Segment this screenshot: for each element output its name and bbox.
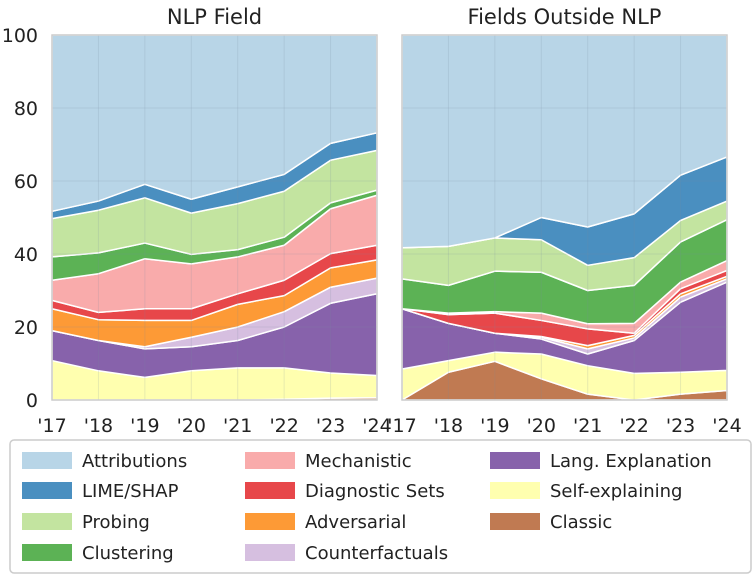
x-tick-label: '19 bbox=[480, 415, 509, 437]
legend-label: Lang. Explanation bbox=[550, 451, 712, 472]
x-tick-label: '19 bbox=[130, 415, 159, 437]
y-tick-label: 20 bbox=[14, 317, 38, 339]
x-tick-label: '20 bbox=[177, 415, 206, 437]
legend-swatch bbox=[490, 513, 540, 530]
legend-swatch bbox=[245, 544, 295, 561]
legend-label: Mechanistic bbox=[305, 451, 412, 472]
x-tick-label: '21 bbox=[223, 415, 252, 437]
legend-label: Self-explaining bbox=[550, 481, 682, 502]
legend-swatch bbox=[22, 513, 72, 530]
y-tick-label: 100 bbox=[2, 25, 38, 47]
legend-label: Attributions bbox=[82, 451, 187, 472]
legend-swatch bbox=[22, 452, 72, 469]
x-tick-label: '24 bbox=[362, 415, 391, 437]
legend-label: Counterfactuals bbox=[305, 543, 448, 564]
legend-swatch bbox=[490, 452, 540, 469]
x-tick-label: '17 bbox=[387, 415, 416, 437]
y-tick-label: 0 bbox=[26, 390, 38, 412]
legend-box bbox=[9, 439, 752, 574]
x-tick-label: '21 bbox=[573, 415, 602, 437]
legend-label: Probing bbox=[82, 512, 150, 533]
x-tick-label: '22 bbox=[269, 415, 298, 437]
x-tick-label: '24 bbox=[712, 415, 741, 437]
panel-title: Fields Outside NLP bbox=[468, 5, 662, 29]
plot-frame bbox=[51, 34, 378, 401]
x-tick-label: '23 bbox=[316, 415, 345, 437]
legend-swatch bbox=[22, 544, 72, 561]
y-tick-label: 60 bbox=[14, 171, 38, 193]
legend-label: Clustering bbox=[82, 543, 174, 564]
legend-swatch bbox=[490, 482, 540, 499]
x-tick-label: '18 bbox=[434, 415, 463, 437]
legend-swatch bbox=[245, 452, 295, 469]
y-tick-label: 80 bbox=[14, 98, 38, 120]
legend-swatch bbox=[22, 482, 72, 499]
legend-label: LIME/SHAP bbox=[82, 481, 179, 502]
x-tick-label: '23 bbox=[666, 415, 695, 437]
panel-title: NLP Field bbox=[167, 5, 262, 29]
panel-0: NLP Field '17 '18 '19 '20 '21 '22 '23 '24 0 20 40 60… bbox=[2, 5, 392, 437]
x-tick-label: '17 bbox=[37, 415, 66, 437]
legend: Attributions Mechanistic Lang. Explanation… bbox=[9, 439, 752, 574]
y-tick-label: 40 bbox=[14, 244, 38, 266]
x-tick-label: '18 bbox=[84, 415, 113, 437]
legend-label: Diagnostic Sets bbox=[305, 481, 445, 502]
legend-label: Classic bbox=[550, 512, 612, 533]
x-tick-label: '20 bbox=[527, 415, 556, 437]
x-tick-label: '22 bbox=[619, 415, 648, 437]
plot-frame bbox=[401, 34, 728, 401]
legend-label: Adversarial bbox=[305, 512, 406, 533]
panel-1: Fields Outside NLP '17 '18 '19 '20 '21 '22 '23 '… bbox=[387, 5, 741, 437]
legend-swatch bbox=[245, 482, 295, 499]
legend-swatch bbox=[245, 513, 295, 530]
